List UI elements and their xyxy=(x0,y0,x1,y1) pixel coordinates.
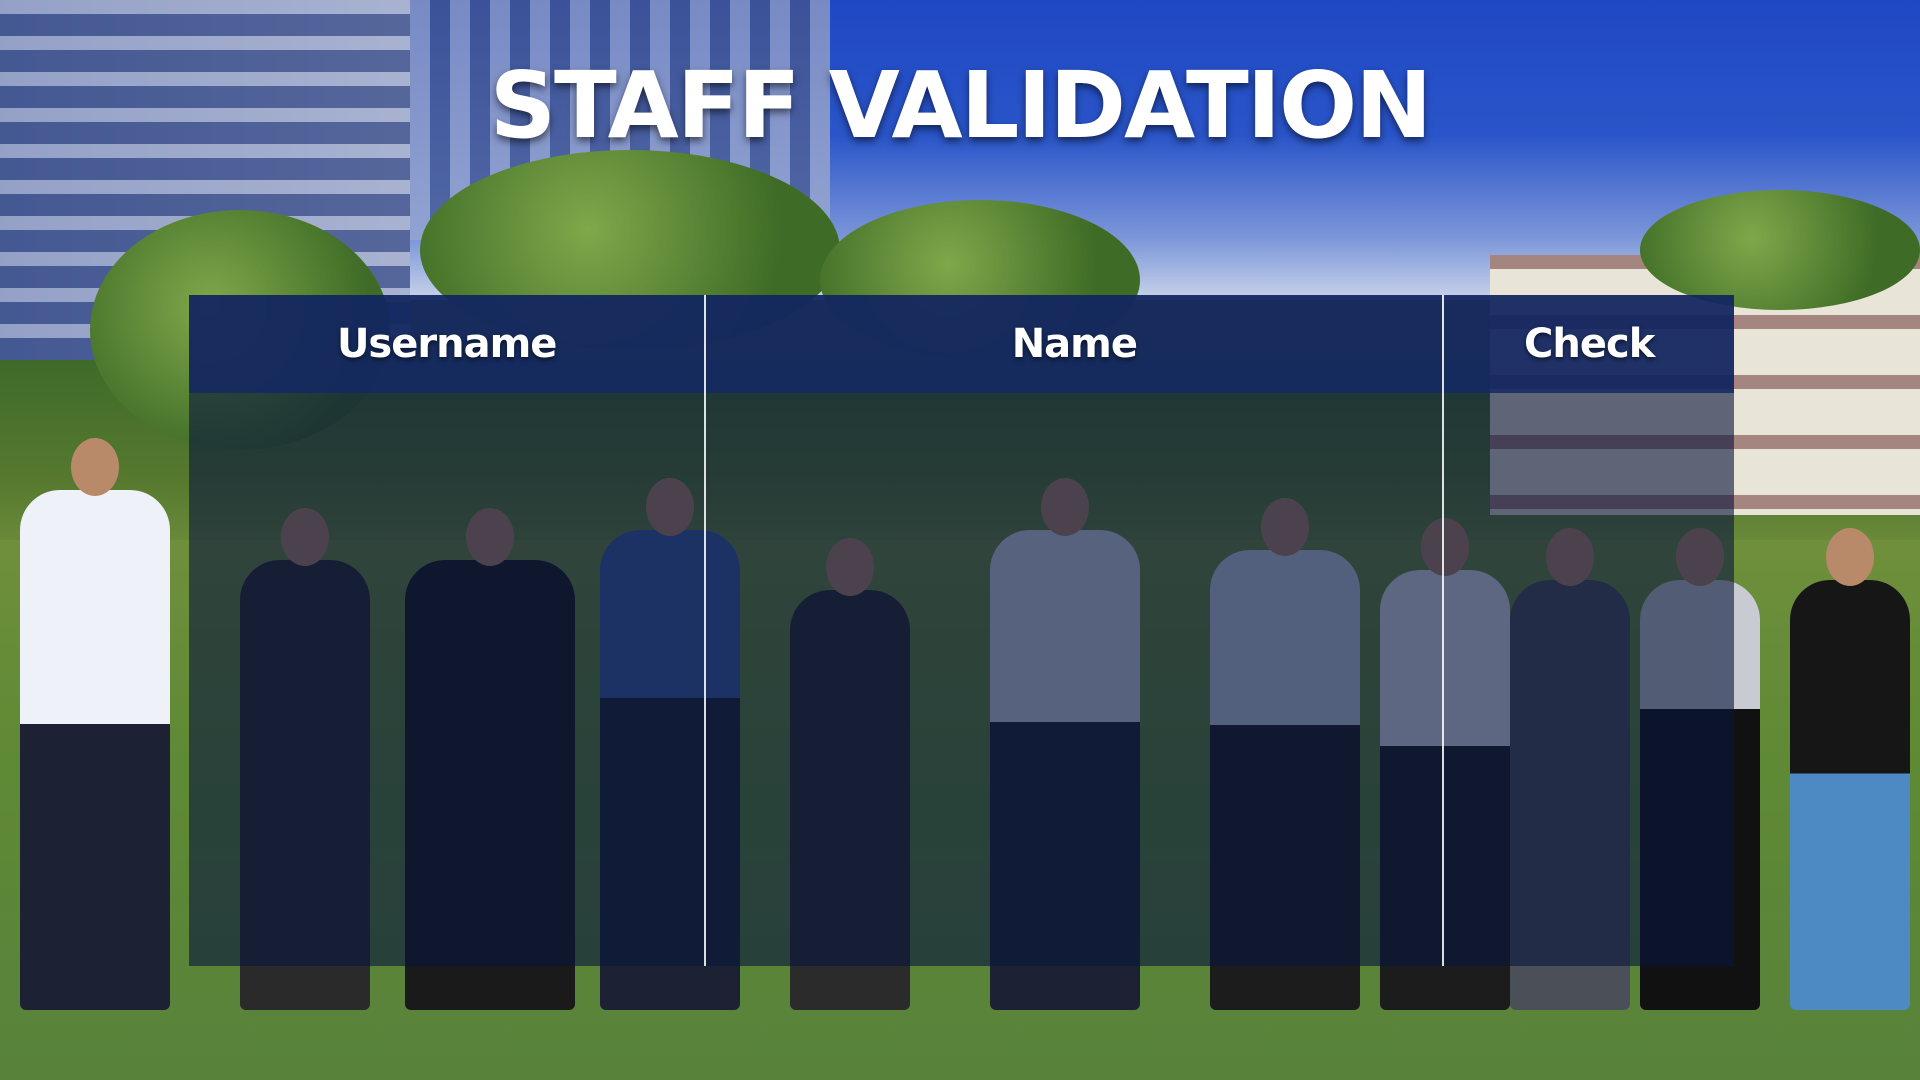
column-header-username: Username xyxy=(189,295,705,393)
column-body-name xyxy=(706,393,1442,966)
tree xyxy=(1640,190,1920,310)
column-header-check: Check xyxy=(1444,295,1734,393)
column-body-check xyxy=(1444,393,1734,966)
column-check: Check xyxy=(1442,295,1734,966)
person xyxy=(20,438,170,1010)
column-username: Username xyxy=(189,295,705,966)
page-title: STAFF VALIDATION xyxy=(489,52,1432,159)
column-header-name: Name xyxy=(706,295,1443,393)
person xyxy=(1790,528,1910,1010)
column-name: Name xyxy=(704,295,1443,966)
validation-table: Username Name Check xyxy=(189,295,1734,966)
column-body-username xyxy=(189,393,704,966)
